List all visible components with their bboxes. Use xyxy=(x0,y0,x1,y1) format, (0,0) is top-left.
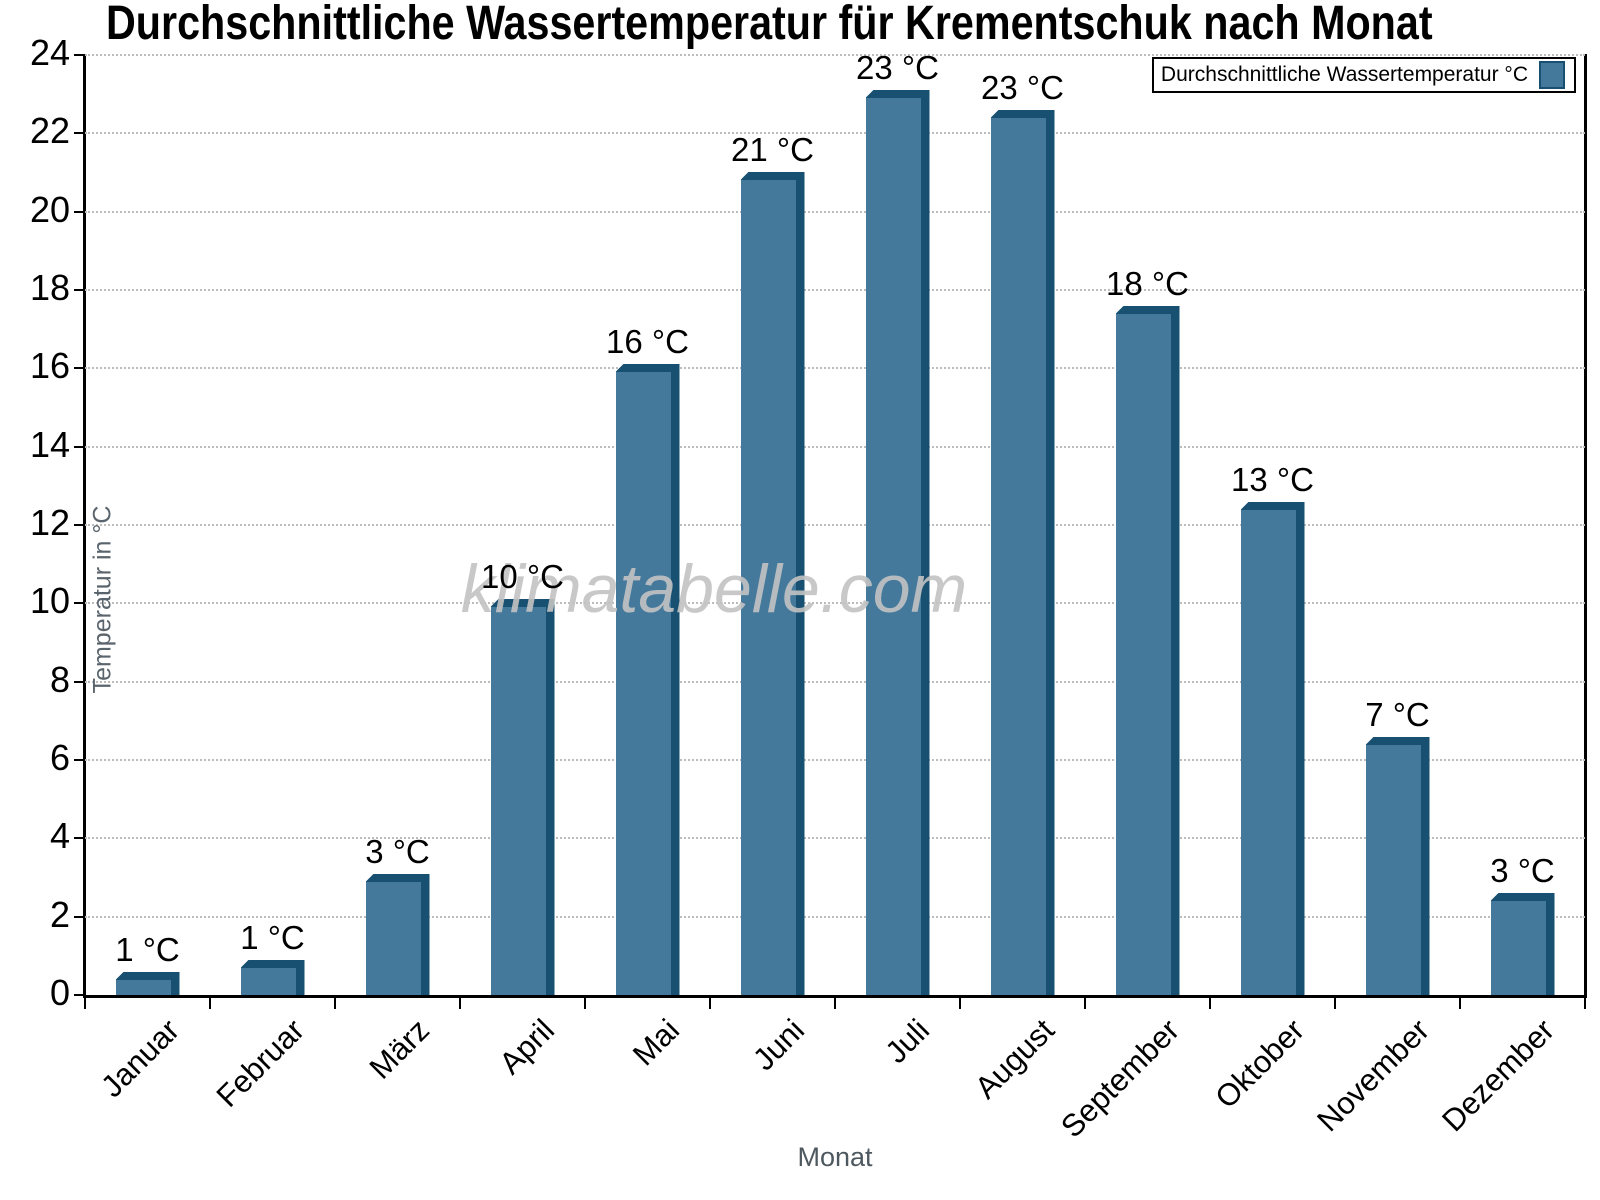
y-axis-tick-20 xyxy=(74,210,85,213)
gridline-6 xyxy=(85,759,1585,761)
x-axis-tick-3 xyxy=(459,998,461,1009)
y-axis-tick-6 xyxy=(74,759,85,761)
value-label-dezember: 3 °C xyxy=(1490,852,1555,889)
gridline-4 xyxy=(85,837,1585,840)
gridline-12 xyxy=(85,524,1585,526)
gridline-10 xyxy=(85,602,1585,605)
y-axis-tick-24 xyxy=(74,54,85,56)
value-label-februar: 1 °C xyxy=(240,919,305,956)
gridline-22 xyxy=(85,132,1585,135)
y-axis-tick-8 xyxy=(74,680,85,683)
gridline-20 xyxy=(85,210,1585,213)
value-label-mai: 16 °C xyxy=(606,323,689,360)
x-axis-tick-9 xyxy=(1209,998,1211,1009)
y-tick-label-8: 8 xyxy=(49,658,70,700)
y-axis-tick-16 xyxy=(74,367,85,370)
plot-right-border xyxy=(1584,54,1587,998)
value-label-juni: 21 °C xyxy=(731,131,814,168)
y-tick-label-0: 0 xyxy=(49,972,70,1013)
value-label-juli: 23 °C xyxy=(856,49,939,86)
x-axis-tick-2 xyxy=(334,998,336,1009)
value-label-september: 18 °C xyxy=(1106,265,1189,302)
legend: Durchschnittliche Wassertemperatur °C xyxy=(1152,57,1576,93)
x-axis-tick-1 xyxy=(209,998,211,1009)
gridline-2 xyxy=(85,915,1585,918)
bar-august[interactable] xyxy=(990,110,1055,995)
y-tick-label-12: 12 xyxy=(29,502,70,543)
gridline-8 xyxy=(85,680,1585,683)
y-axis-tick-2 xyxy=(74,915,85,918)
y-tick-label-22: 22 xyxy=(29,110,70,152)
bar-oktober[interactable] xyxy=(1240,502,1305,995)
y-tick-label-2: 2 xyxy=(49,893,70,935)
y-axis-tick-4 xyxy=(74,837,85,840)
x-axis-tick-10 xyxy=(1334,998,1336,1009)
y-tick-label-14: 14 xyxy=(29,423,70,465)
value-label-april: 10 °C xyxy=(481,558,564,595)
bar-dezember[interactable] xyxy=(1490,893,1555,995)
y-tick-label-18: 18 xyxy=(29,267,70,308)
bar-september[interactable] xyxy=(1115,306,1180,995)
watermark: klimatabelle.com xyxy=(460,551,968,627)
bar-maerz[interactable] xyxy=(365,874,430,995)
legend-label: Durchschnittliche Wassertemperatur °C xyxy=(1160,63,1528,86)
x-axis-title: Monat xyxy=(797,1142,873,1172)
x-axis-tick-6 xyxy=(834,998,836,1009)
bar-april[interactable] xyxy=(490,599,555,995)
y-tick-label-4: 4 xyxy=(49,815,70,857)
value-label-oktober: 13 °C xyxy=(1231,461,1314,498)
y-axis-tick-18 xyxy=(74,289,85,291)
value-label-november: 7 °C xyxy=(1365,696,1430,733)
y-tick-label-6: 6 xyxy=(49,737,70,778)
gridline-24 xyxy=(85,54,1585,56)
value-label-januar: 1 °C xyxy=(115,931,180,968)
y-axis-line xyxy=(83,54,86,998)
value-label-august: 23 °C xyxy=(981,69,1064,106)
y-axis-tick-0 xyxy=(74,994,85,996)
y-tick-label-20: 20 xyxy=(29,188,70,230)
y-axis-tick-labels: 0 2 4 6 8 10 12 14 16 18 20 22 24 xyxy=(0,35,70,1011)
x-axis-tick-11 xyxy=(1459,998,1461,1009)
gridline-14 xyxy=(85,445,1585,448)
y-axis-tick-12 xyxy=(74,524,85,526)
y-axis-tick-22 xyxy=(74,132,85,135)
plot-area: Temperatur in °C 1 °C Januar 1 °C Februar 3 … xyxy=(74,51,1586,1144)
bar-november[interactable] xyxy=(1365,737,1430,995)
bar-januar[interactable] xyxy=(115,972,180,995)
gridline-18 xyxy=(85,289,1585,291)
x-axis-line xyxy=(83,995,1587,998)
bar-mai[interactable] xyxy=(615,364,680,995)
x-axis-tick-7 xyxy=(959,998,961,1009)
y-tick-label-10: 10 xyxy=(29,580,70,622)
y-axis-tick-10 xyxy=(74,602,85,605)
x-axis-tick-8 xyxy=(1084,998,1086,1009)
chart-title: Durchschnittliche Wassertemperatur für K… xyxy=(106,0,1433,50)
y-axis-title: Temperatur in °C xyxy=(88,505,117,694)
bar-februar[interactable] xyxy=(240,960,305,995)
x-axis-tick-5 xyxy=(709,998,711,1009)
value-label-maerz: 3 °C xyxy=(365,833,430,870)
x-axis-tick-4 xyxy=(584,998,586,1009)
gridline-16 xyxy=(85,367,1585,370)
legend-swatch-icon xyxy=(1539,61,1565,89)
x-axis-tick-12 xyxy=(1584,998,1586,1009)
y-tick-label-24: 24 xyxy=(29,32,70,73)
y-axis-tick-14 xyxy=(74,445,85,448)
x-axis-tick-0 xyxy=(84,998,86,1009)
bar-juni[interactable] xyxy=(740,172,805,995)
y-tick-label-16: 16 xyxy=(29,345,70,387)
bar-juli[interactable] xyxy=(865,90,930,995)
